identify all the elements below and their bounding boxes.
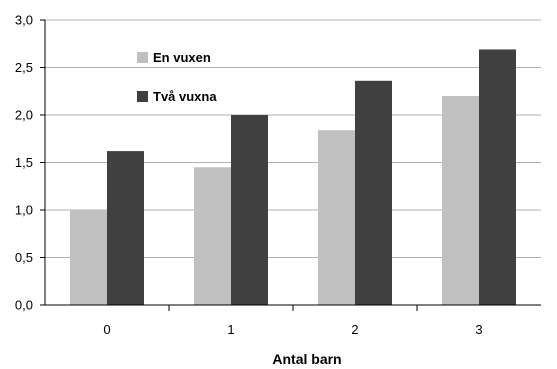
x-tick-label: 1 [227,322,234,337]
bar-tva-vuxna-3 [479,49,516,306]
legend-label: Två vuxna [153,89,217,104]
bar-en-vuxen-0 [70,210,107,305]
x-tick-label: 2 [351,322,358,337]
y-tick-label: 2,0 [15,108,33,123]
y-tick-label: 2,5 [15,60,33,75]
y-tick-label: 1,5 [15,155,33,170]
x-axis-title: Antal barn [272,351,341,367]
bar-tva-vuxna-2 [355,80,392,305]
legend: En vuxen Två vuxna [137,50,217,104]
y-tick-label: 0,5 [15,250,33,265]
y-axis-ticks: 0,0 0,5 1,0 1,5 2,0 2,5 3,0 [15,13,45,313]
bars [70,49,516,306]
bar-en-vuxen-1 [194,167,231,305]
y-tick-label: 3,0 [15,13,33,28]
x-tick-label: 0 [103,322,110,337]
legend-swatch [137,52,148,63]
bar-tva-vuxna-0 [107,151,144,305]
legend-swatch [137,91,148,102]
bar-en-vuxen-3 [442,96,479,305]
legend-label: En vuxen [153,50,211,65]
bar-tva-vuxna-1 [231,115,268,305]
bar-en-vuxen-2 [318,130,355,305]
x-tick-label: 3 [475,322,482,337]
x-axis-ticks: 0 1 2 3 [103,305,483,337]
y-tick-label: 1,0 [15,203,33,218]
y-tick-label: 0,0 [15,298,33,313]
